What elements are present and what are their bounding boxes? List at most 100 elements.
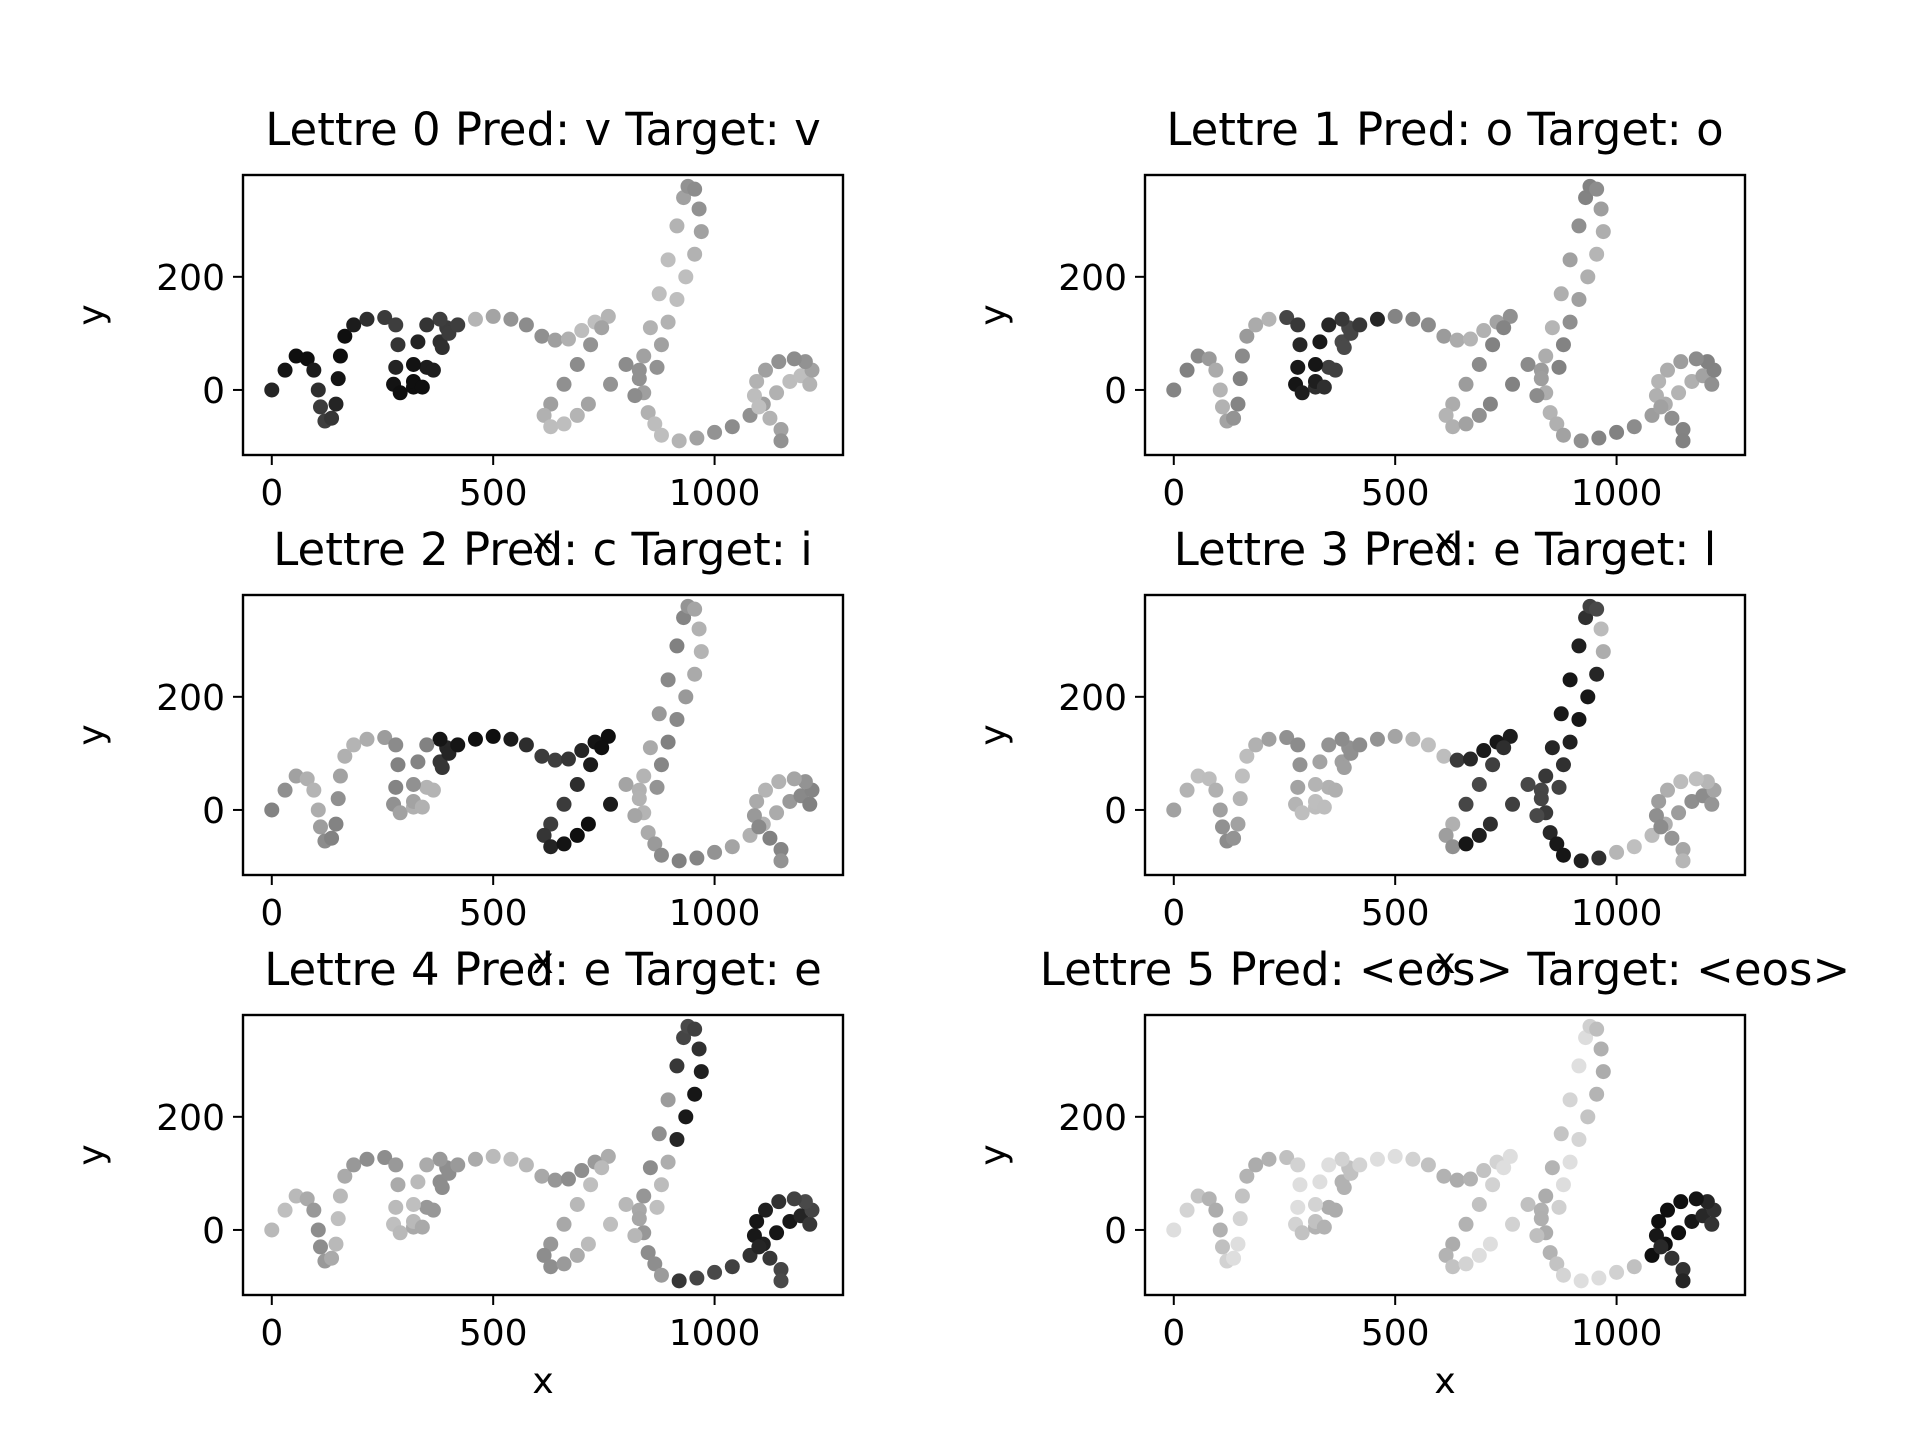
data-point xyxy=(1675,1262,1691,1278)
data-point xyxy=(1505,1216,1521,1232)
data-point xyxy=(467,731,483,747)
data-point xyxy=(1458,416,1474,432)
data-point xyxy=(1232,791,1248,807)
data-point xyxy=(676,190,692,206)
data-point xyxy=(1626,419,1642,435)
data-point xyxy=(1214,399,1230,415)
data-point xyxy=(786,351,802,367)
data-point xyxy=(1580,689,1596,705)
data-point xyxy=(1520,1196,1536,1212)
data-point xyxy=(1555,337,1571,353)
data-point xyxy=(432,1151,448,1167)
data-point xyxy=(574,1163,590,1179)
data-point xyxy=(1261,1151,1277,1167)
data-point xyxy=(689,1270,705,1286)
data-point xyxy=(762,830,778,846)
data-point xyxy=(1208,362,1224,378)
data-point xyxy=(1571,1058,1587,1074)
data-point xyxy=(1458,1256,1474,1272)
data-point xyxy=(1651,1213,1667,1229)
data-point xyxy=(1445,419,1461,435)
subplot-title: Lettre 5 Pred: <eos> Target: <eos> xyxy=(1040,943,1850,996)
data-point xyxy=(485,308,501,324)
data-point xyxy=(1261,731,1277,747)
data-point xyxy=(556,1216,572,1232)
data-point xyxy=(618,1196,634,1212)
data-point xyxy=(676,610,692,626)
data-point xyxy=(1520,356,1536,372)
data-point xyxy=(1239,748,1255,764)
data-point xyxy=(1294,1225,1310,1241)
y-tick-label: 0 xyxy=(202,791,225,832)
subplot-title: Lettre 4 Pred: e Target: e xyxy=(264,943,822,996)
data-point xyxy=(264,802,280,818)
data-point xyxy=(1352,1157,1368,1173)
data-point xyxy=(1505,796,1521,812)
data-point xyxy=(328,1236,344,1252)
data-point xyxy=(377,730,393,746)
data-point xyxy=(419,1157,435,1173)
data-point xyxy=(1573,1273,1589,1289)
data-point xyxy=(651,706,667,722)
data-point xyxy=(627,1228,643,1244)
data-point xyxy=(425,782,441,798)
data-point xyxy=(1294,385,1310,401)
data-point xyxy=(1476,1163,1492,1179)
y-axis-label: y xyxy=(71,724,112,745)
data-point xyxy=(330,371,346,387)
data-point xyxy=(1675,422,1691,438)
data-point xyxy=(1436,328,1452,344)
data-point xyxy=(277,362,293,378)
data-point xyxy=(687,1021,703,1037)
data-point xyxy=(414,379,430,395)
data-point xyxy=(660,672,676,688)
x-tick-label: 1000 xyxy=(669,893,761,934)
data-point xyxy=(1445,396,1461,412)
data-point xyxy=(432,731,448,747)
data-point xyxy=(543,396,559,412)
data-point xyxy=(1664,1250,1680,1266)
x-tick-label: 0 xyxy=(1162,893,1185,934)
data-point xyxy=(330,791,346,807)
data-point xyxy=(1279,1150,1295,1166)
data-point xyxy=(1214,1239,1230,1255)
data-point xyxy=(689,850,705,866)
data-point xyxy=(1476,323,1492,339)
data-point xyxy=(1292,1177,1308,1193)
data-point xyxy=(707,844,723,860)
y-tick-label: 0 xyxy=(202,1211,225,1252)
data-point xyxy=(434,760,450,776)
data-point xyxy=(802,1216,818,1232)
data-point xyxy=(749,793,765,809)
data-point xyxy=(560,751,576,767)
data-point xyxy=(1290,779,1306,795)
x-tick-label: 500 xyxy=(1361,1313,1430,1354)
data-point xyxy=(687,1086,703,1102)
data-point xyxy=(410,754,426,770)
data-point xyxy=(1664,410,1680,426)
data-point xyxy=(1505,376,1521,392)
data-point xyxy=(547,332,563,348)
data-point xyxy=(1553,286,1569,302)
data-point xyxy=(1496,320,1512,336)
data-point xyxy=(669,1131,685,1147)
data-point xyxy=(631,371,647,387)
data-point xyxy=(536,407,552,423)
data-point xyxy=(359,1151,375,1167)
data-point xyxy=(388,359,404,375)
data-point xyxy=(691,1041,707,1057)
data-point xyxy=(1573,433,1589,449)
data-point xyxy=(405,356,421,372)
data-point xyxy=(691,201,707,217)
data-point xyxy=(547,1172,563,1188)
data-point xyxy=(649,779,665,795)
data-point xyxy=(1544,320,1560,336)
data-point xyxy=(762,1250,778,1266)
data-point xyxy=(1555,1177,1571,1193)
data-point xyxy=(310,1222,326,1238)
data-point xyxy=(1653,819,1669,835)
data-point xyxy=(758,362,774,378)
y-tick-label: 0 xyxy=(1104,371,1127,412)
data-point xyxy=(450,737,466,753)
data-point xyxy=(687,181,703,197)
